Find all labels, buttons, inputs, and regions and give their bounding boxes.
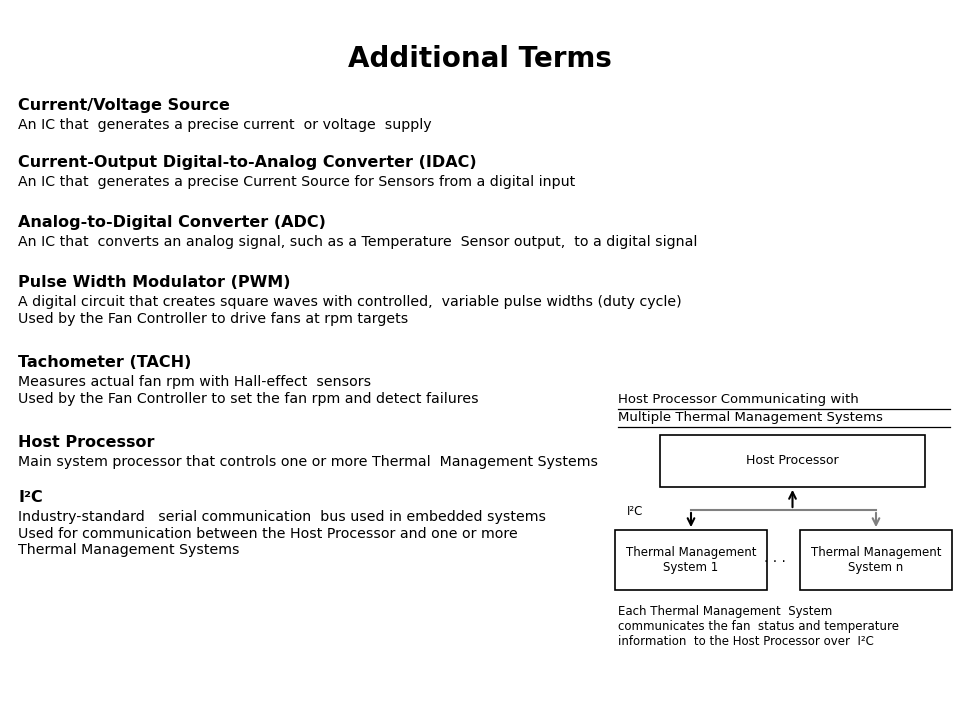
Text: An IC that  converts an analog signal, such as a Temperature  Sensor output,  to: An IC that converts an analog signal, su…	[18, 235, 697, 249]
Text: Current/Voltage Source: Current/Voltage Source	[18, 98, 229, 113]
Text: I²C: I²C	[627, 505, 643, 518]
Text: Host Processor Communicating with: Host Processor Communicating with	[618, 393, 859, 406]
Text: Host Processor: Host Processor	[746, 454, 839, 467]
Text: Used by the Fan Controller to drive fans at rpm targets: Used by the Fan Controller to drive fans…	[18, 312, 408, 326]
Text: Thermal Management
System 1: Thermal Management System 1	[626, 546, 756, 574]
Text: information  to the Host Processor over  I²C: information to the Host Processor over I…	[618, 635, 874, 648]
Text: Used by the Fan Controller to set the fan rpm and detect failures: Used by the Fan Controller to set the fa…	[18, 392, 479, 406]
Text: I²C: I²C	[18, 490, 43, 505]
Text: Industry-standard   serial communication  bus used in embedded systems: Industry-standard serial communication b…	[18, 510, 546, 524]
Bar	[660, 435, 925, 487]
Text: A digital circuit that creates square waves with controlled,  variable pulse wid: A digital circuit that creates square wa…	[18, 295, 682, 309]
Text: communicates the fan  status and temperature: communicates the fan status and temperat…	[618, 620, 899, 633]
Bar	[615, 530, 767, 590]
Text: Current-Output Digital-to-Analog Converter (IDAC): Current-Output Digital-to-Analog Convert…	[18, 155, 476, 170]
Text: Additional Terms: Additional Terms	[348, 45, 612, 73]
Text: . . .: . . .	[764, 551, 786, 565]
Text: Used for communication between the Host Processor and one or more
Thermal Manage: Used for communication between the Host …	[18, 527, 517, 557]
Text: Each Thermal Management  System: Each Thermal Management System	[618, 605, 832, 618]
Text: Thermal Management
System n: Thermal Management System n	[811, 546, 941, 574]
Text: Measures actual fan rpm with Hall-effect  sensors: Measures actual fan rpm with Hall-effect…	[18, 375, 372, 389]
Text: Multiple Thermal Management Systems: Multiple Thermal Management Systems	[618, 411, 883, 424]
Text: Host Processor: Host Processor	[18, 435, 155, 450]
Text: An IC that  generates a precise Current Source for Sensors from a digital input: An IC that generates a precise Current S…	[18, 175, 575, 189]
Text: An IC that  generates a precise current  or voltage  supply: An IC that generates a precise current o…	[18, 118, 432, 132]
Bar	[800, 530, 952, 590]
Text: Tachometer (TACH): Tachometer (TACH)	[18, 355, 191, 370]
Text: Analog-to-Digital Converter (ADC): Analog-to-Digital Converter (ADC)	[18, 215, 325, 230]
Text: Main system processor that controls one or more Thermal  Management Systems: Main system processor that controls one …	[18, 455, 598, 469]
Text: Pulse Width Modulator (PWM): Pulse Width Modulator (PWM)	[18, 275, 291, 290]
